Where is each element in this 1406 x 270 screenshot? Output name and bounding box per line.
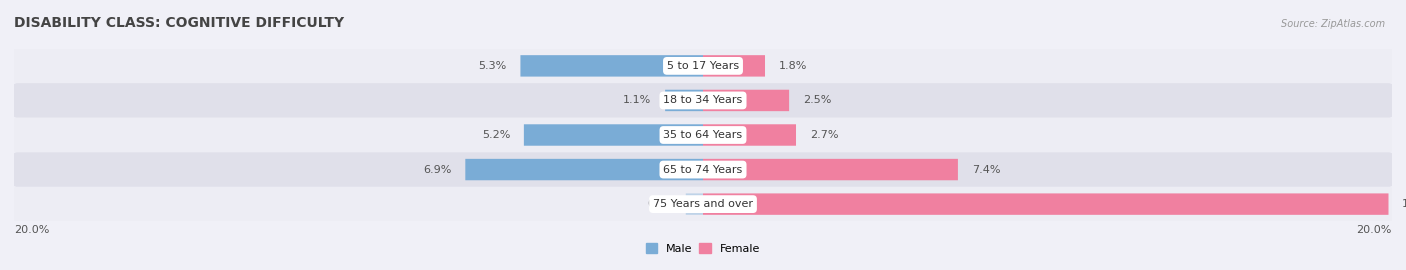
Text: 2.7%: 2.7%: [810, 130, 838, 140]
Text: 6.9%: 6.9%: [423, 164, 451, 175]
FancyBboxPatch shape: [703, 193, 1389, 215]
FancyBboxPatch shape: [13, 152, 1393, 187]
Text: 20.0%: 20.0%: [1357, 225, 1392, 235]
Text: 65 to 74 Years: 65 to 74 Years: [664, 164, 742, 175]
FancyBboxPatch shape: [703, 124, 796, 146]
FancyBboxPatch shape: [13, 187, 1393, 221]
FancyBboxPatch shape: [524, 124, 703, 146]
Text: 19.9%: 19.9%: [1402, 199, 1406, 209]
Text: 0.0%: 0.0%: [647, 199, 675, 209]
Text: 1.8%: 1.8%: [779, 61, 807, 71]
FancyBboxPatch shape: [703, 90, 789, 111]
FancyBboxPatch shape: [13, 49, 1393, 83]
FancyBboxPatch shape: [703, 159, 957, 180]
FancyBboxPatch shape: [465, 159, 703, 180]
Text: 5.2%: 5.2%: [482, 130, 510, 140]
FancyBboxPatch shape: [13, 83, 1393, 118]
Text: 5 to 17 Years: 5 to 17 Years: [666, 61, 740, 71]
Text: 35 to 64 Years: 35 to 64 Years: [664, 130, 742, 140]
Text: 5.3%: 5.3%: [478, 61, 506, 71]
Text: 2.5%: 2.5%: [803, 95, 831, 106]
Text: 7.4%: 7.4%: [972, 164, 1000, 175]
Legend: Male, Female: Male, Female: [647, 244, 759, 254]
Text: 18 to 34 Years: 18 to 34 Years: [664, 95, 742, 106]
Text: 1.1%: 1.1%: [623, 95, 651, 106]
FancyBboxPatch shape: [13, 118, 1393, 152]
FancyBboxPatch shape: [665, 90, 703, 111]
FancyBboxPatch shape: [520, 55, 703, 77]
Text: Source: ZipAtlas.com: Source: ZipAtlas.com: [1281, 19, 1385, 29]
Text: 20.0%: 20.0%: [14, 225, 49, 235]
Text: DISABILITY CLASS: COGNITIVE DIFFICULTY: DISABILITY CLASS: COGNITIVE DIFFICULTY: [14, 16, 344, 30]
FancyBboxPatch shape: [703, 55, 765, 77]
FancyBboxPatch shape: [686, 193, 703, 215]
Text: 75 Years and over: 75 Years and over: [652, 199, 754, 209]
